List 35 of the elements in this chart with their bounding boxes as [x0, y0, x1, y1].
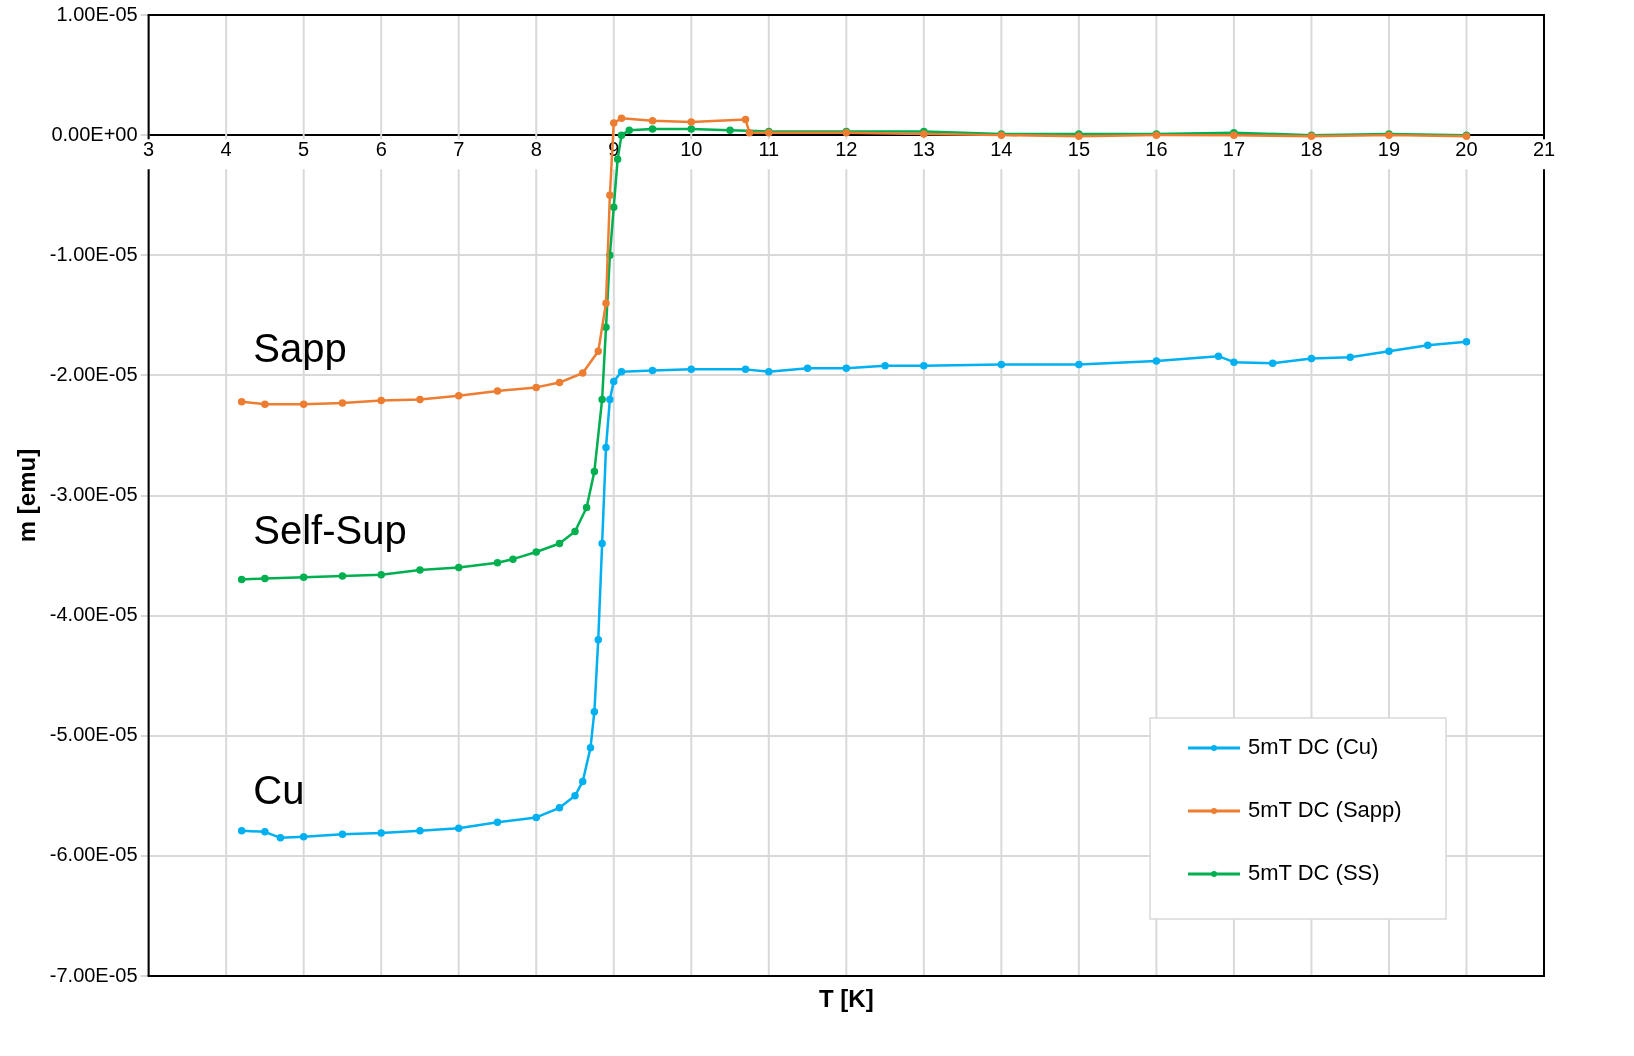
- x-tick-label: 15: [1067, 137, 1090, 160]
- x-tick-label: 6: [375, 137, 387, 160]
- y-tick-label: -3.00E-05: [49, 483, 138, 506]
- x-tick-label: 19: [1377, 137, 1401, 160]
- legend-label: 5mT DC (SS): [1248, 860, 1380, 886]
- y-tick-label: 0.00E+00: [51, 122, 138, 145]
- y-tick-label: -7.00E-05: [49, 963, 138, 986]
- x-tick-label: 12: [835, 137, 858, 160]
- x-tick-label: 21: [1532, 137, 1556, 160]
- x-tick-label: 17: [1222, 137, 1246, 160]
- y-tick-label: -1.00E-05: [49, 242, 138, 265]
- y-tick-label: -6.00E-05: [49, 843, 138, 866]
- legend-label: 5mT DC (Cu): [1248, 734, 1379, 760]
- y-axis-title: m [emu]: [13, 448, 41, 543]
- x-axis-title: T [K]: [818, 984, 874, 1012]
- x-tick-label: 16: [1145, 137, 1168, 160]
- x-tick-label: 13: [912, 137, 935, 160]
- x-tick-label: 10: [680, 137, 703, 160]
- legend-label: 5mT DC (Sapp): [1248, 797, 1402, 823]
- x-tick-label: 3: [143, 137, 155, 160]
- x-tick-label: 18: [1300, 137, 1323, 160]
- x-tick-label: 4: [220, 137, 232, 160]
- x-tick-label: 20: [1455, 137, 1478, 160]
- x-tick-label: 11: [758, 137, 780, 160]
- x-tick-label: 14: [990, 137, 1013, 160]
- y-tick-label: 1.00E-05: [56, 2, 138, 25]
- y-tick-label: -2.00E-05: [49, 362, 138, 385]
- y-tick-label: -5.00E-05: [49, 723, 138, 746]
- annotation: Self-Sup: [253, 508, 407, 553]
- y-tick-label: -4.00E-05: [49, 603, 138, 626]
- annotation: Cu: [253, 767, 305, 812]
- x-tick-label: 7: [453, 137, 465, 160]
- x-tick-label: 8: [530, 137, 542, 160]
- annotation: Sapp: [253, 325, 347, 370]
- x-tick-label: 5: [298, 137, 310, 160]
